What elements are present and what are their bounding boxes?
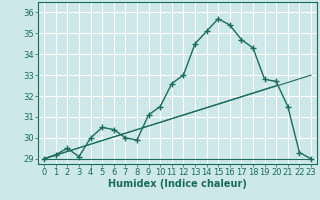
X-axis label: Humidex (Indice chaleur): Humidex (Indice chaleur) (108, 179, 247, 189)
